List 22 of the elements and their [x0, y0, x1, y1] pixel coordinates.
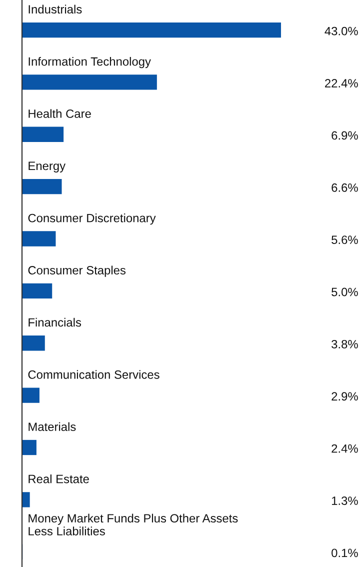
data-label: 43.0% [324, 26, 358, 36]
data-label: 22.4% [325, 79, 358, 88]
data-label: 0.1% [332, 548, 358, 558]
data-label: 5.6% [332, 236, 358, 244]
data-label: 3.8% [332, 340, 358, 348]
data-label: 6.9% [332, 131, 358, 140]
y-tick-label: Communication Services [28, 370, 160, 379]
y-tick-label: Health Care [28, 109, 91, 118]
y-tick-label: Money Market Funds Plus Other Assets Less Liabilities [28, 514, 238, 536]
y-tick-label: Industrials [28, 4, 82, 14]
data-label: 2.9% [332, 392, 358, 401]
y-tick-label: Energy [28, 162, 66, 172]
y-tick-label: Consumer Staples [28, 266, 126, 277]
y-tick-label: Information Technology [28, 56, 151, 68]
y-tick-label: Real Estate [28, 474, 89, 484]
data-label: 6.6% [332, 183, 358, 192]
y-tick-label: Materials [28, 422, 76, 432]
data-label: 2.4% [332, 444, 358, 453]
data-label: 5.0% [332, 288, 358, 296]
y-tick-label: Financials [28, 318, 82, 327]
data-label: 1.3% [332, 496, 358, 505]
y-tick-label: Consumer Discretionary [28, 214, 156, 225]
